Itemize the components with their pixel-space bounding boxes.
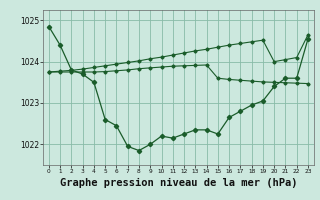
X-axis label: Graphe pression niveau de la mer (hPa): Graphe pression niveau de la mer (hPa) [60, 178, 297, 188]
